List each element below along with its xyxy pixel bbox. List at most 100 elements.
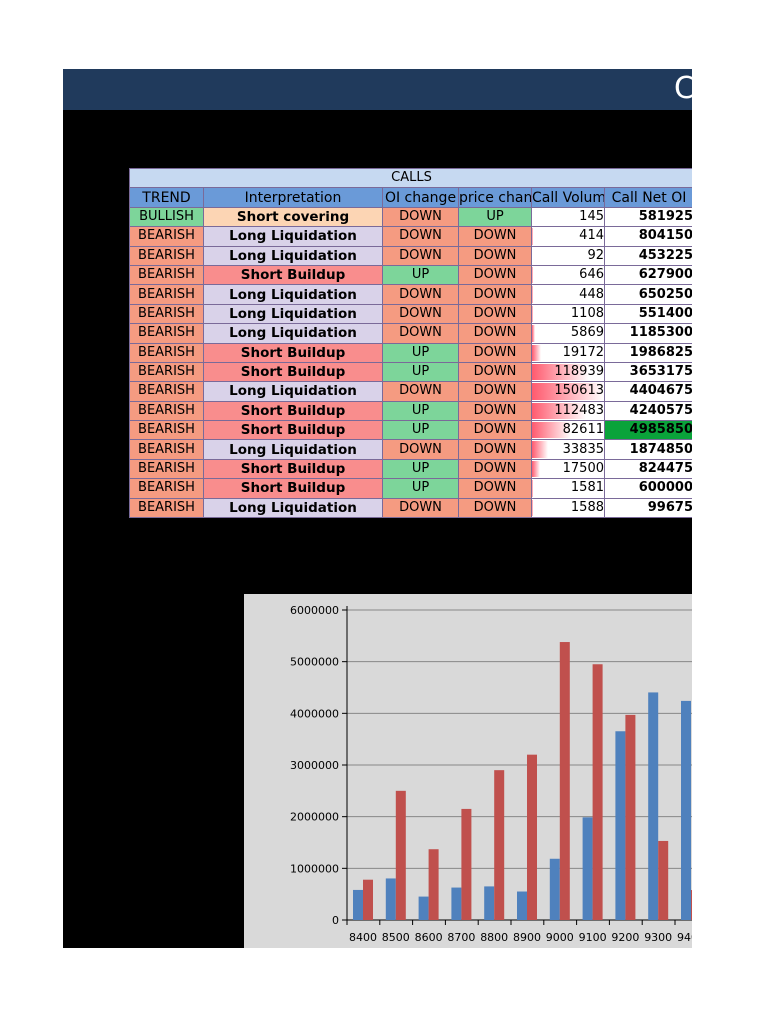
price-change-cell: DOWN <box>458 381 532 402</box>
table-row: BEARISH Short Buildup UP DOWN 118939 3653175 <box>129 361 692 383</box>
call-net-oi-cell: 551400 <box>604 303 692 325</box>
y-tick-label: 5000000 <box>290 656 339 669</box>
header-oi-change: OI change <box>382 187 459 208</box>
call-volume-value: 1581 <box>570 480 604 496</box>
interpretation-cell: Short Buildup <box>203 478 383 499</box>
sheet-title: C <box>674 71 692 106</box>
call-volume-cell: 5869 <box>531 323 605 344</box>
trend-cell: BEARISH <box>129 245 204 266</box>
price-change-cell: DOWN <box>458 303 532 325</box>
price-change-cell: DOWN <box>458 400 532 422</box>
interpretation-cell: Long Liquidation <box>203 303 383 325</box>
trend-cell: BEARISH <box>129 497 204 519</box>
call-net-oi-cell: 581925 <box>604 206 692 228</box>
price-change-cell: DOWN <box>458 458 532 480</box>
call-volume-cell: 19172 <box>531 342 605 363</box>
volume-data-bar <box>532 499 533 517</box>
bar-series-2 <box>658 840 669 920</box>
trend-cell: BEARISH <box>129 342 204 363</box>
call-volume-cell: 1108 <box>531 303 605 325</box>
bar-series-1 <box>582 817 593 920</box>
trend-cell: BEARISH <box>129 458 204 480</box>
interpretation-cell: Long Liquidation <box>203 381 383 402</box>
call-volume-cell: 1588 <box>531 497 605 519</box>
y-tick-label: 4000000 <box>290 707 339 720</box>
calls-group-header: CALLS <box>129 167 692 189</box>
volume-data-bar <box>532 480 533 497</box>
call-volume-value: 150613 <box>554 383 604 399</box>
oi-change-cell: DOWN <box>382 206 459 228</box>
x-tick-label: 940 <box>677 931 692 944</box>
price-change-cell: DOWN <box>458 342 532 363</box>
call-net-oi-cell: 1874850 <box>604 439 692 460</box>
call-net-oi-cell: 627900 <box>604 264 692 286</box>
table-row: BEARISH Short Buildup UP DOWN 19172 1986825 <box>129 342 692 363</box>
call-volume-cell: 33835 <box>531 439 605 460</box>
call-net-oi-cell: 804150 <box>604 226 692 247</box>
table-row: BEARISH Short Buildup UP DOWN 112483 4240575 <box>129 400 692 422</box>
call-volume-cell: 414 <box>531 226 605 247</box>
call-volume-cell: 82611 <box>531 420 605 441</box>
table-row: BEARISH Short Buildup UP DOWN 646 627900 <box>129 264 692 286</box>
volume-data-bar <box>532 363 589 381</box>
oi-change-cell: UP <box>382 342 459 363</box>
bar-series-1 <box>385 878 396 920</box>
call-volume-value: 414 <box>579 228 604 244</box>
call-volume-value: 82611 <box>562 422 604 438</box>
call-net-oi-cell: 4985850 <box>604 420 692 441</box>
bar-series-1 <box>451 887 462 920</box>
x-tick-label: 9300 <box>644 931 672 944</box>
table-row: BULLISH Short covering DOWN UP 145 581925 <box>129 206 692 228</box>
call-volume-cell: 150613 <box>531 381 605 402</box>
call-net-oi-cell: 650250 <box>604 284 692 305</box>
interpretation-cell: Short Buildup <box>203 420 383 441</box>
bar-series-2 <box>363 879 373 920</box>
calls-table: CALLS TREND Interpretation OI change pri… <box>129 167 692 519</box>
call-net-oi-cell: 1185300 <box>604 323 692 344</box>
volume-data-bar <box>532 325 535 342</box>
table-row: BEARISH Long Liquidation DOWN DOWN 33835 1874… <box>129 439 692 460</box>
x-tick-label: 9000 <box>546 931 574 944</box>
call-volume-cell: 92 <box>531 245 605 266</box>
call-net-oi-cell: 1986825 <box>604 342 692 363</box>
price-change-cell: DOWN <box>458 245 532 266</box>
price-change-cell: DOWN <box>458 323 532 344</box>
header-trend: TREND <box>129 187 204 208</box>
call-volume-value: 1588 <box>570 499 604 515</box>
table-row: BEARISH Long Liquidation DOWN DOWN 150613 440… <box>129 381 692 402</box>
oi-change-cell: UP <box>382 400 459 422</box>
price-change-cell: DOWN <box>458 497 532 519</box>
interpretation-cell: Short Buildup <box>203 361 383 383</box>
bar-series-1 <box>517 891 527 920</box>
trend-cell: BEARISH <box>129 284 204 305</box>
bar-series-1 <box>615 731 626 920</box>
bar-series-2 <box>527 754 537 920</box>
spreadsheet-sheet: C CALLS TREND Interpretation OI change p… <box>63 69 692 948</box>
table-row: BEARISH Short Buildup UP DOWN 17500 824475 <box>129 458 692 480</box>
price-change-cell: DOWN <box>458 478 532 499</box>
price-change-cell: DOWN <box>458 420 532 441</box>
y-tick-label: 0 <box>332 914 339 927</box>
y-tick-label: 6000000 <box>290 604 339 617</box>
interpretation-cell: Short Buildup <box>203 458 383 480</box>
call-volume-value: 92 <box>587 247 604 263</box>
oi-change-cell: UP <box>382 361 459 383</box>
interpretation-cell: Short covering <box>203 206 383 228</box>
table-row: BEARISH Long Liquidation DOWN DOWN 92 453225 <box>129 245 692 266</box>
oi-change-cell: DOWN <box>382 245 459 266</box>
trend-cell: BEARISH <box>129 478 204 499</box>
trend-cell: BEARISH <box>129 400 204 422</box>
header-call-net-oi: Call Net OI <box>604 187 692 208</box>
bar-series-1 <box>418 896 429 920</box>
bar-series-1 <box>549 858 560 920</box>
trend-cell: BEARISH <box>129 323 204 344</box>
call-volume-cell: 448 <box>531 284 605 305</box>
x-tick-label: 8600 <box>415 931 443 944</box>
y-tick-label: 1000000 <box>290 862 339 875</box>
call-net-oi-cell: 3653175 <box>604 361 692 383</box>
call-volume-value: 646 <box>579 267 604 283</box>
price-change-cell: DOWN <box>458 284 532 305</box>
volume-data-bar <box>532 305 533 323</box>
call-net-oi-cell: 4240575 <box>604 400 692 422</box>
x-tick-label: 9100 <box>579 931 607 944</box>
